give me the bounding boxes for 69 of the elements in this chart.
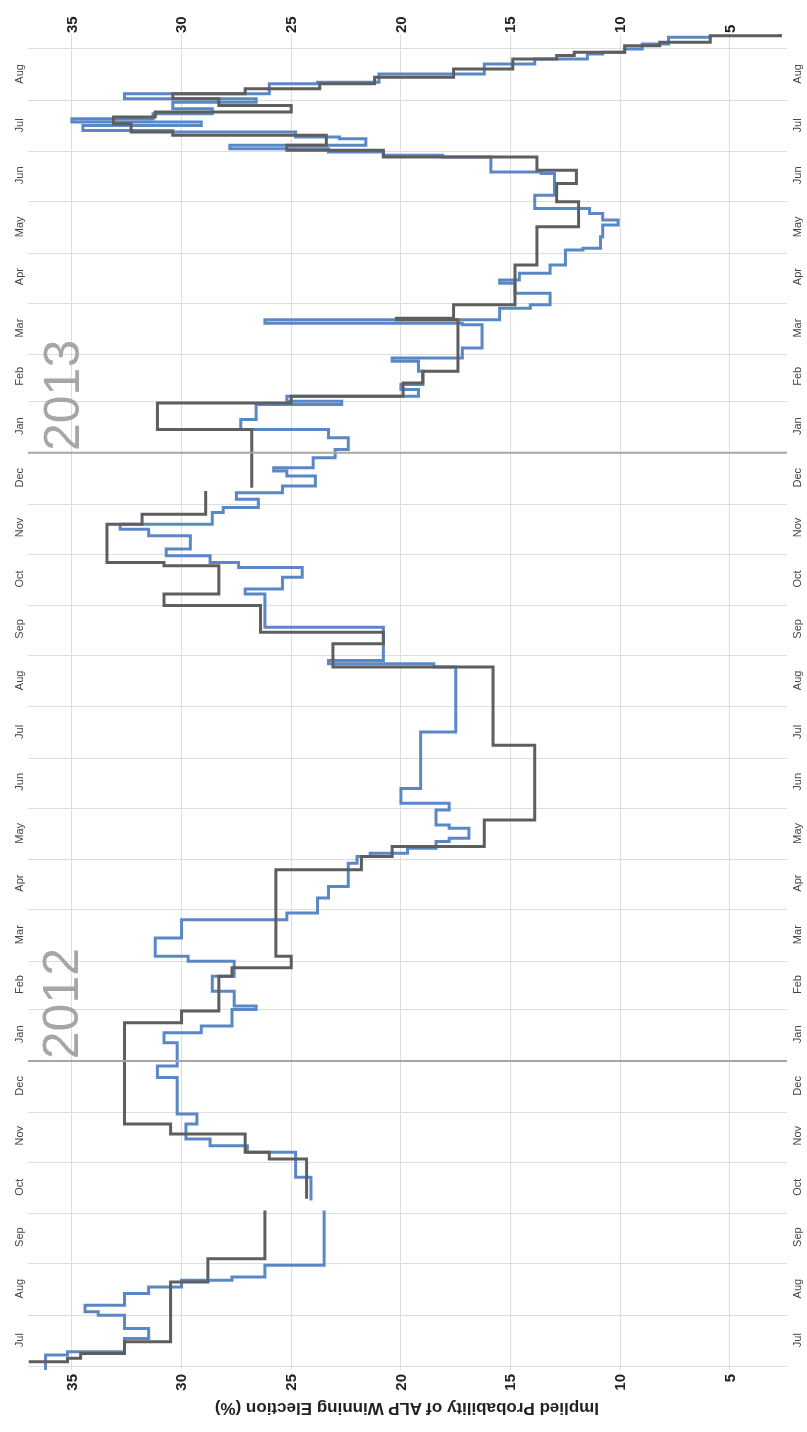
y-tick-label: Jun bbox=[12, 772, 25, 791]
y2-tick-label: Jun bbox=[791, 166, 803, 185]
y2-tick-label: Mar bbox=[791, 924, 803, 945]
y2-tick-label: May bbox=[791, 215, 803, 238]
y-tick-label: May bbox=[12, 822, 25, 844]
y2-tick-label: Oct bbox=[791, 1178, 803, 1196]
y-tick-label: Jul bbox=[12, 724, 25, 739]
y-tick-label: Mar bbox=[12, 924, 25, 945]
y2-tick-label: Nov bbox=[791, 517, 803, 538]
y2-tick-label: Jul bbox=[791, 724, 803, 739]
y-tick-label: Jun bbox=[12, 166, 25, 185]
y2-tick-label: Nov bbox=[791, 1125, 803, 1146]
y2-tick-label: Dec bbox=[791, 467, 803, 488]
y-tick-label: Nov bbox=[12, 1125, 25, 1146]
y-tick-label: Sep bbox=[12, 1227, 25, 1247]
y-tick-label: Feb bbox=[12, 366, 25, 386]
y-tick-label: Jul bbox=[12, 1333, 25, 1348]
x2-tick-label: 20 bbox=[391, 1374, 409, 1391]
y2-tick-label: Mar bbox=[791, 318, 803, 338]
y-tick-label: Oct bbox=[12, 1178, 25, 1196]
x-tick-label: 30 bbox=[172, 16, 190, 33]
x2-tick-label: 5 bbox=[720, 1374, 738, 1383]
y-tick-label: May bbox=[12, 215, 25, 238]
x-tick-label: 25 bbox=[282, 16, 300, 33]
x2-tick-label: 30 bbox=[172, 1374, 190, 1391]
y2-tick-label: Aug bbox=[791, 670, 803, 691]
ref-line-label: 2012 bbox=[33, 947, 90, 1060]
x-axis-title: Implied Probability of ALP Winning Election (%) bbox=[214, 1399, 599, 1418]
y2-tick-label: Jan bbox=[791, 1025, 803, 1044]
y-tick-label: Jul bbox=[12, 118, 25, 133]
x2-tick-label: 10 bbox=[611, 1374, 629, 1391]
y2-tick-label: Jun bbox=[791, 772, 803, 791]
y2-tick-label: Jul bbox=[791, 1333, 803, 1348]
x2-tick-label: 25 bbox=[282, 1374, 300, 1391]
x-tick-label: 5 bbox=[720, 24, 738, 33]
y-tick-label: Dec bbox=[12, 467, 25, 488]
y-tick-label: Feb bbox=[12, 975, 25, 994]
y-tick-label: Jan bbox=[12, 1025, 25, 1044]
y-tick-label: Mar bbox=[12, 318, 25, 338]
y-tick-label: Dec bbox=[12, 1075, 25, 1096]
y-tick-label: Apr bbox=[12, 267, 25, 286]
y2-tick-label: Feb bbox=[791, 975, 803, 994]
y2-tick-label: Aug bbox=[791, 64, 803, 84]
y2-tick-label: Sep bbox=[791, 619, 803, 639]
x-tick-label: 15 bbox=[501, 16, 519, 33]
y-tick-label: Nov bbox=[12, 517, 25, 538]
y2-tick-label: Apr bbox=[791, 874, 803, 892]
x-tick-label: 20 bbox=[391, 16, 409, 33]
y2-tick-label: Sep bbox=[791, 1227, 803, 1247]
x-tick-label: 10 bbox=[611, 16, 629, 33]
y2-tick-label: Oct bbox=[791, 570, 803, 588]
y-tick-label: Jan bbox=[12, 417, 25, 436]
y-tick-label: Oct bbox=[12, 570, 25, 588]
y-tick-label: Sep bbox=[12, 619, 25, 639]
y2-tick-label: Dec bbox=[791, 1075, 803, 1096]
y2-tick-label: May bbox=[791, 822, 803, 844]
y-tick-label: Aug bbox=[12, 1278, 25, 1299]
y-tick-label: Apr bbox=[12, 874, 25, 892]
y2-tick-label: Aug bbox=[791, 1278, 803, 1299]
y2-tick-label: Jul bbox=[791, 118, 803, 133]
x2-tick-label: 35 bbox=[62, 1374, 80, 1391]
y2-tick-label: Jan bbox=[791, 417, 803, 436]
y-tick-label: Aug bbox=[12, 670, 25, 691]
y-tick-label: Aug bbox=[12, 64, 25, 84]
x2-tick-label: 15 bbox=[501, 1374, 519, 1391]
y2-tick-label: Feb bbox=[791, 366, 803, 386]
ref-line-label: 2013 bbox=[33, 339, 90, 452]
y2-tick-label: Apr bbox=[791, 267, 803, 286]
x-tick-label: 35 bbox=[62, 16, 80, 33]
